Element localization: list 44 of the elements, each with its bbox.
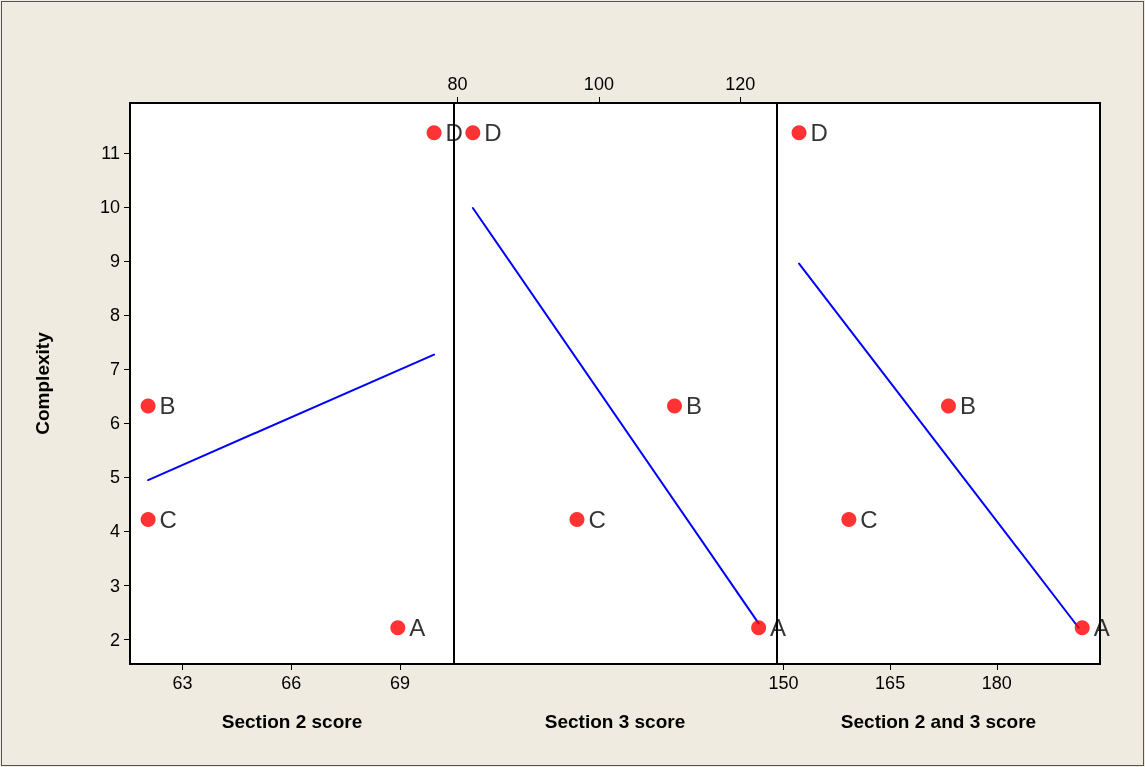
point [841, 512, 857, 528]
data-label: D [484, 119, 502, 147]
y-tick-label: 11 [101, 142, 120, 163]
y-tick-label: 8 [109, 305, 120, 326]
point [390, 620, 406, 636]
y-tick-label: 2 [109, 629, 120, 650]
y-tick-label: 10 [99, 196, 120, 217]
x-axis-title: Section 2 and 3 score [840, 711, 1037, 732]
x-tick-label: 63 [172, 673, 193, 693]
data-label: A [409, 614, 426, 642]
point [791, 125, 807, 141]
x-axis-title: Section 2 score [221, 711, 363, 732]
point [940, 398, 956, 414]
x-tick-label: 100 [583, 74, 614, 94]
x-tick-label: 80 [447, 74, 468, 94]
point [140, 512, 156, 528]
y-tick-label: 4 [109, 521, 120, 542]
point [569, 512, 585, 528]
y-axis-title: Complexity [32, 331, 53, 435]
x-tick-label: 150 [768, 673, 799, 693]
point [465, 125, 481, 141]
x-tick-label: 66 [281, 673, 302, 693]
data-label: D [810, 119, 828, 147]
x-tick-label: 165 [875, 673, 906, 693]
data-label: C [159, 506, 177, 534]
data-label: C [860, 506, 878, 534]
y-tick-label: 9 [109, 250, 120, 271]
point [140, 398, 156, 414]
data-label: B [959, 392, 976, 420]
point [751, 620, 767, 636]
data-label: C [588, 506, 606, 534]
y-tick-label: 5 [109, 467, 120, 488]
x-tick-label: 120 [725, 74, 756, 94]
point [1074, 620, 1090, 636]
y-tick-label: 7 [109, 359, 120, 380]
x-tick-label: 180 [981, 673, 1012, 693]
point [667, 398, 683, 414]
y-tick-label: 3 [109, 575, 120, 596]
point [426, 125, 442, 141]
y-tick-label: 6 [109, 413, 120, 434]
x-tick-label: 69 [389, 673, 411, 693]
x-axis-title: Section 3 score [544, 711, 686, 732]
data-label: B [686, 392, 703, 420]
data-label: B [159, 392, 176, 420]
